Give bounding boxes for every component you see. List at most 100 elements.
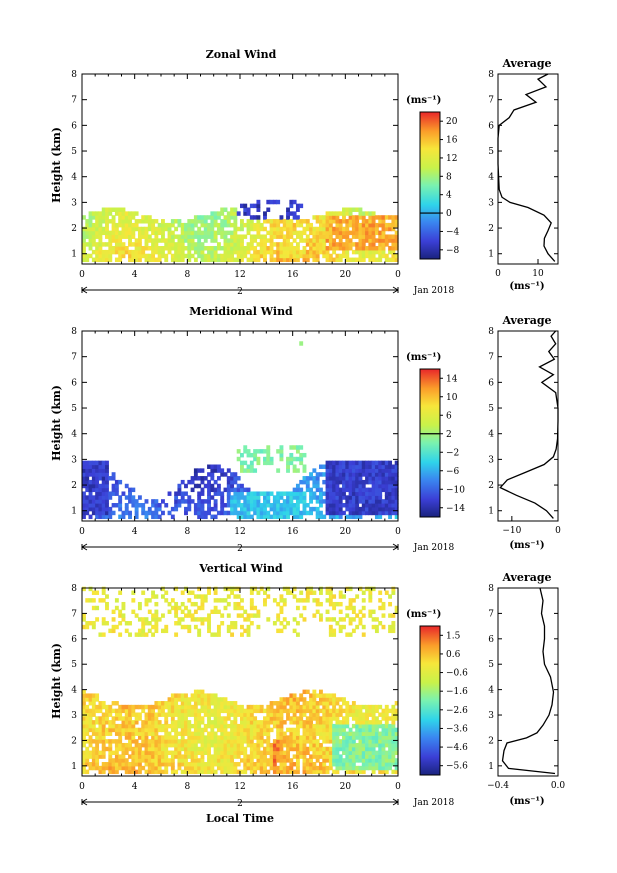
heatmap-cell bbox=[82, 624, 86, 630]
heatmap-cell bbox=[263, 219, 267, 224]
y-tick-label: 5 bbox=[71, 404, 77, 414]
heatmap-cell bbox=[259, 769, 264, 775]
heatmap-cell bbox=[98, 731, 103, 736]
heatmap-cell bbox=[151, 765, 156, 771]
heatmap-cell bbox=[105, 211, 109, 216]
heatmap-cell bbox=[200, 479, 205, 485]
heatmap-cell bbox=[226, 246, 231, 251]
heatmap-cell bbox=[82, 701, 86, 706]
heatmap-cell bbox=[259, 750, 264, 755]
heatmap-cell bbox=[174, 226, 179, 232]
heatmap-cell bbox=[210, 758, 215, 763]
heatmap-cell bbox=[114, 731, 119, 736]
heatmap-cell bbox=[249, 499, 254, 504]
heatmap-cell bbox=[348, 765, 353, 771]
heatmap-cell bbox=[246, 735, 251, 740]
heatmap-cell bbox=[384, 238, 389, 243]
heatmap-cell bbox=[226, 739, 231, 744]
heatmap-cell bbox=[210, 701, 215, 706]
heatmap-cell bbox=[358, 704, 363, 710]
heatmap-cell bbox=[95, 735, 100, 740]
heatmap-cell bbox=[105, 253, 109, 259]
heatmap-cell bbox=[286, 238, 290, 243]
heatmap-cell bbox=[190, 476, 195, 481]
heatmap-cell bbox=[259, 242, 264, 247]
heatmap-cell bbox=[384, 503, 389, 508]
heatmap-cell bbox=[91, 472, 96, 477]
heatmap-cell bbox=[249, 735, 254, 740]
heatmap-cell bbox=[315, 476, 320, 481]
heatmap-cell bbox=[365, 222, 369, 228]
heatmap-cell bbox=[111, 234, 116, 239]
heatmap-cell bbox=[335, 460, 340, 466]
heatmap-cell bbox=[259, 754, 264, 759]
heatmap-cell bbox=[101, 735, 106, 740]
heatmap-cell bbox=[342, 479, 346, 485]
x-tick-label: 8 bbox=[184, 782, 190, 792]
heatmap-cell bbox=[368, 731, 373, 736]
heatmap-cell bbox=[394, 735, 399, 740]
heatmap-cell bbox=[388, 594, 393, 599]
heatmap-cell bbox=[220, 257, 225, 263]
heatmap-cell bbox=[164, 727, 169, 733]
heatmap-cell bbox=[213, 712, 218, 717]
heatmap-cell bbox=[193, 222, 198, 228]
heatmap-cell bbox=[391, 727, 396, 733]
y-tick-label: 6 bbox=[71, 121, 77, 131]
heatmap-cell bbox=[394, 253, 399, 259]
heatmap-cell bbox=[256, 249, 261, 255]
heatmap-cell bbox=[256, 609, 261, 614]
heatmap-cell bbox=[111, 617, 116, 622]
heatmap-cell bbox=[328, 598, 333, 603]
heatmap-cell bbox=[167, 758, 172, 763]
heatmap-cell bbox=[263, 226, 267, 232]
heatmap-cell bbox=[335, 754, 340, 759]
heatmap-cell bbox=[351, 472, 356, 477]
heatmap-cell bbox=[197, 697, 202, 702]
heatmap-cell bbox=[371, 720, 376, 725]
heatmap-cell bbox=[124, 246, 129, 251]
heatmap-cell bbox=[325, 234, 330, 239]
heatmap-cell bbox=[374, 464, 379, 469]
heatmap-cell bbox=[325, 754, 330, 759]
heatmap-cell bbox=[236, 727, 241, 733]
heatmap-cell bbox=[220, 758, 225, 763]
heatmap-cell bbox=[256, 242, 261, 247]
heatmap-cell bbox=[157, 249, 162, 255]
heatmap-cell bbox=[226, 628, 231, 634]
heatmap-cell bbox=[391, 495, 396, 500]
heatmap-cell bbox=[91, 242, 96, 247]
heatmap-cell bbox=[328, 219, 333, 224]
heatmap-cell bbox=[381, 238, 386, 243]
heatmap-cell bbox=[203, 222, 208, 228]
heatmap-cell bbox=[348, 632, 353, 637]
heatmap-cell bbox=[295, 246, 300, 251]
heatmap-cell bbox=[319, 510, 323, 516]
heatmap-cell bbox=[243, 746, 248, 752]
heatmap-cell bbox=[82, 249, 86, 255]
heatmap-cell bbox=[256, 215, 261, 220]
heatmap-cell bbox=[82, 735, 86, 740]
heatmap-cell bbox=[141, 758, 146, 763]
heatmap-cell bbox=[276, 249, 281, 255]
colorbar-tick-label: 4 bbox=[446, 191, 452, 201]
heatmap-cell bbox=[374, 739, 379, 744]
heatmap-cell bbox=[240, 720, 244, 725]
heatmap-cell bbox=[374, 765, 379, 771]
heatmap-cell bbox=[85, 723, 90, 729]
heatmap-cell bbox=[151, 222, 156, 228]
heatmap-cell bbox=[351, 742, 356, 748]
heatmap-cell bbox=[358, 483, 363, 489]
heatmap-cell bbox=[322, 750, 327, 755]
heatmap-cell bbox=[220, 621, 225, 626]
heatmap-cell bbox=[226, 708, 231, 714]
heatmap-cell bbox=[177, 742, 182, 748]
heatmap-cell bbox=[141, 215, 146, 220]
heatmap-cell bbox=[121, 716, 126, 721]
heatmap-cell bbox=[151, 226, 156, 232]
heatmap-cell bbox=[88, 499, 93, 504]
heatmap-cell bbox=[348, 514, 353, 520]
heatmap-cell bbox=[243, 739, 248, 744]
heatmap-cell bbox=[361, 479, 366, 485]
heatmap-cell bbox=[203, 739, 208, 744]
